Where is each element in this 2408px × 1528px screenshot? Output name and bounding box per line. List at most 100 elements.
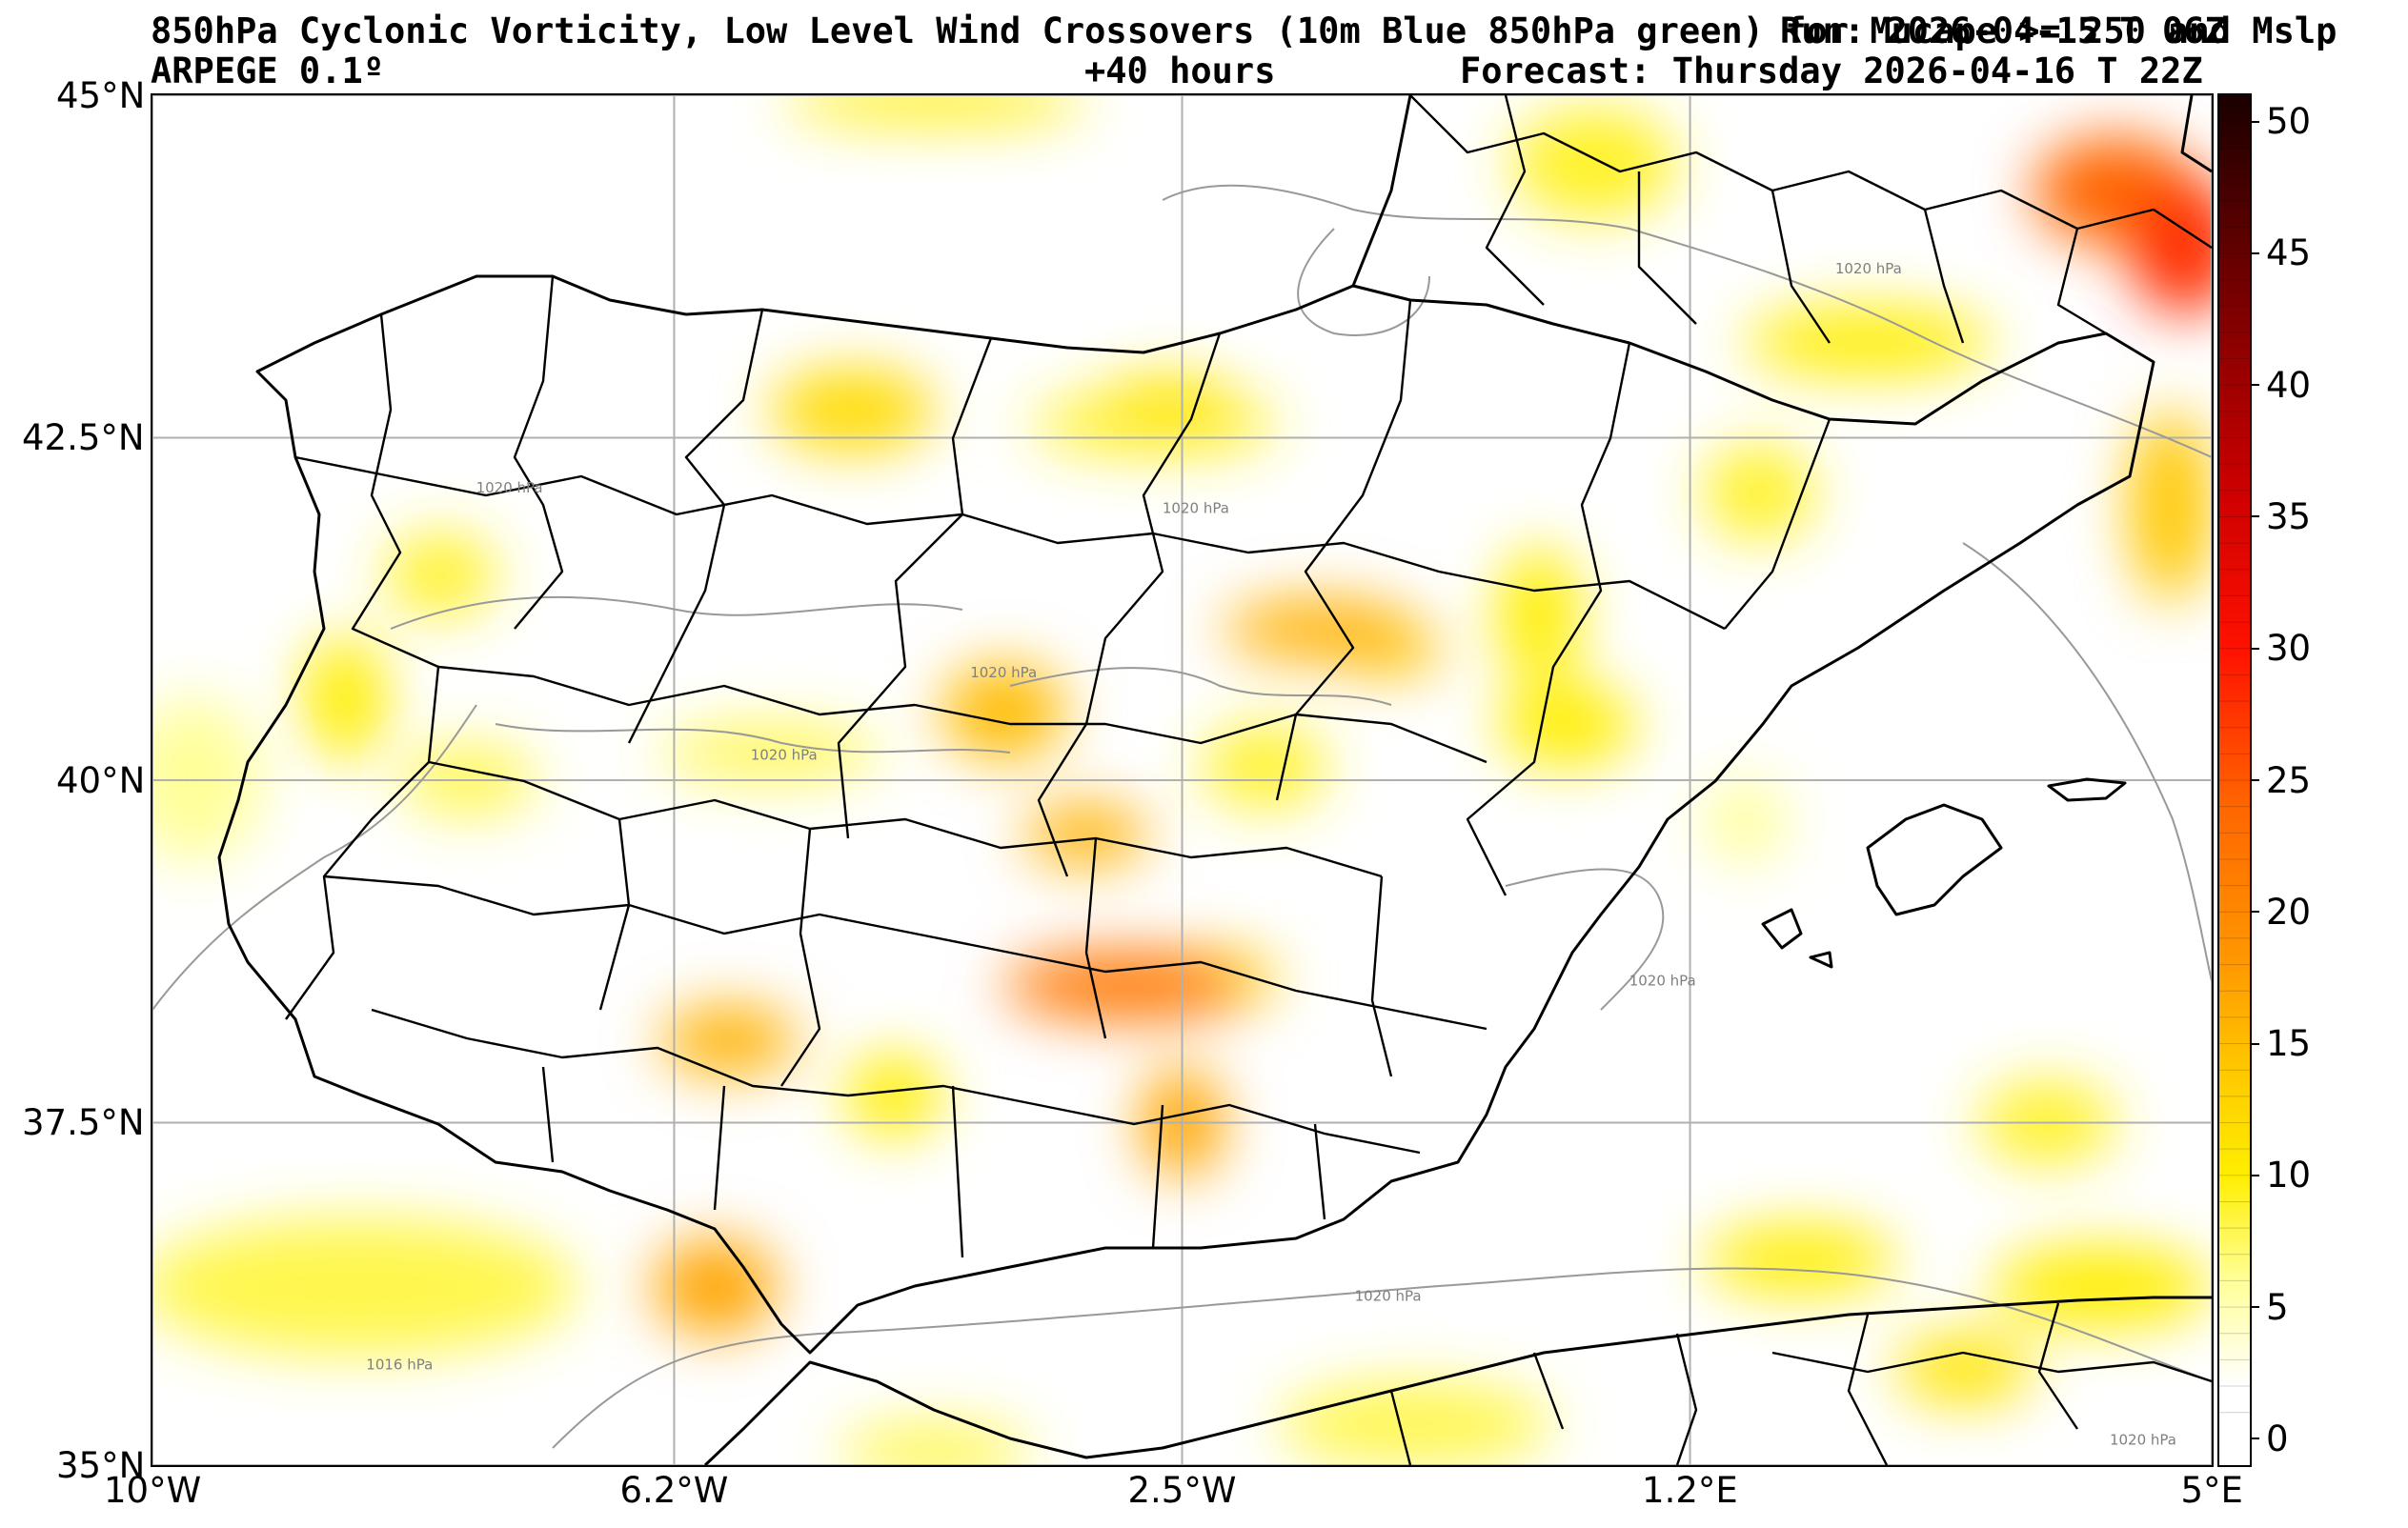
isobar-line	[1297, 228, 1430, 336]
vorticity-blob	[1278, 1382, 1553, 1465]
colorbar-tick-mark	[2252, 120, 2259, 123]
graticule	[152, 95, 2212, 1465]
y-tick-label: 45°N	[56, 74, 146, 116]
colorbar-tick-mark	[2252, 251, 2259, 254]
formentera	[1809, 951, 1833, 969]
vorticity-blob	[941, 663, 1066, 760]
x-tick-label: 6.2°W	[619, 1470, 729, 1511]
x-tick-label: 1.2°E	[1642, 1470, 1738, 1511]
isobar-label: 1020 hPa	[970, 664, 1037, 681]
vorticity-blob	[1511, 109, 1677, 219]
map-canvas[interactable]: 1020 hPa 1020 hPa 1020 hPa 1020 hPa 1020 hPa…	[152, 95, 2212, 1465]
colorbar-tick-mark	[2252, 1438, 2259, 1440]
colorbar-tick-mark	[2252, 515, 2259, 518]
isobar-line	[1505, 868, 1665, 1011]
colorbar-tick-label: 40	[2266, 364, 2312, 406]
y-tick-label: 42.5°N	[22, 417, 145, 458]
vorticity-blob	[385, 533, 496, 616]
colorbar-tick-mark	[2252, 647, 2259, 650]
run-label: Run: 2026-04-15 T 06Z	[1780, 10, 2226, 51]
ibiza	[1761, 908, 1803, 950]
isobar-label: 1020 hPa	[1835, 260, 1902, 277]
france-coastline	[1351, 95, 1412, 287]
y-tick-label: 37.5°N	[22, 1102, 145, 1143]
x-tick-label: 10°W	[104, 1470, 202, 1511]
colorbar-tick-label: 5	[2266, 1286, 2289, 1328]
isobar-line	[152, 704, 477, 1011]
vorticity-blob	[1003, 951, 1251, 1020]
vorticity-blob	[1497, 547, 1581, 685]
vorticity-blob	[783, 95, 1086, 123]
colorbar-tick-label: 15	[2266, 1023, 2312, 1065]
vorticity-blob	[1497, 684, 1635, 767]
isobar-line	[552, 1267, 2212, 1449]
colorbar-tick-mark	[2252, 1174, 2259, 1176]
y-tick-label: 40°N	[56, 759, 146, 801]
isobar-labels: 1020 hPa 1020 hPa 1020 hPa 1020 hPa 1020 hPa…	[366, 260, 2176, 1448]
mallorca	[1866, 803, 2003, 916]
colorbar-tick-label: 50	[2266, 101, 2312, 143]
vorticity-blob	[152, 1218, 578, 1356]
isobar-label: 1020 hPa	[2110, 1431, 2176, 1448]
vorticity-blob	[1100, 375, 1238, 432]
colorbar-level-lines	[2219, 121, 2250, 1414]
vorticity-blob	[2129, 177, 2212, 315]
isobar-label: 1020 hPa	[1163, 500, 1229, 517]
colorbar	[2217, 93, 2252, 1467]
colorbar-tick-mark	[2252, 911, 2259, 914]
colorbar-tick-mark	[2252, 1306, 2259, 1309]
vorticity-blob	[1992, 1245, 2212, 1329]
vorticity-blob	[839, 1423, 1031, 1465]
colorbar-tick-mark	[2252, 779, 2259, 781]
isobar-label: 1020 hPa	[1355, 1287, 1422, 1304]
isobar-line	[1962, 542, 2212, 982]
menorca	[2047, 777, 2127, 802]
colorbar-tick-label: 25	[2266, 759, 2312, 801]
regional-borders	[285, 95, 2212, 1465]
vorticity-field	[152, 95, 2212, 1465]
isobar-line	[1009, 667, 1392, 706]
colorbar-gradient	[2219, 95, 2250, 1465]
isobar-label: 1020 hPa	[476, 479, 543, 496]
colorbar-tick-label: 0	[2266, 1417, 2289, 1459]
colorbar-tick-mark	[2252, 1042, 2259, 1045]
map-panel[interactable]: 1020 hPa 1020 hPa 1020 hPa 1020 hPa 1020 hPa…	[151, 93, 2214, 1467]
vorticity-blob	[303, 636, 386, 760]
colorbar-tick-label: 30	[2266, 628, 2312, 670]
vorticity-blob	[660, 1006, 799, 1076]
colorbar-tick-label: 35	[2266, 495, 2312, 537]
vorticity-blob	[770, 369, 936, 452]
vorticity-blob	[1703, 444, 1814, 541]
colorbar-fill	[2219, 95, 2250, 1465]
vorticity-blob	[1023, 804, 1148, 866]
isobar-label: 1016 hPa	[366, 1356, 433, 1373]
chart-title: 850hPa Cyclonic Vorticity, Low Level Win…	[151, 10, 2337, 51]
colorbar-tick-label: 45	[2266, 232, 2312, 274]
isobar-line	[1162, 184, 2212, 458]
isobar-lines	[152, 184, 2212, 1449]
isobar-line	[390, 595, 963, 630]
corsica-sardinia-edge	[2180, 95, 2212, 173]
colorbar-tick-label: 10	[2266, 1155, 2312, 1196]
x-tick-label: 5°E	[2180, 1470, 2243, 1511]
x-tick-label: 2.5°W	[1127, 1470, 1237, 1511]
forecast-label: Forecast: Thursday 2026-04-16 T 22Z	[1460, 50, 2203, 91]
vorticity-blob	[1703, 780, 1787, 863]
iberia-coastline	[217, 274, 2155, 1355]
vorticity-blob	[1745, 307, 1993, 376]
vorticity-blob	[653, 1238, 778, 1336]
vorticity-blob	[660, 725, 880, 780]
y-tick-label: 35°N	[56, 1444, 146, 1486]
vorticity-blob	[1203, 725, 1326, 808]
lead-time-label: +40 hours	[1084, 50, 1276, 91]
vorticity-blob	[1895, 1335, 2034, 1404]
model-label: ARPEGE 0.1º	[151, 50, 385, 91]
colorbar-tick-label: 20	[2266, 891, 2312, 933]
colorbar-tick-mark	[2252, 384, 2259, 387]
isobar-line	[495, 723, 1011, 754]
vorticity-blob	[845, 1054, 942, 1136]
isobar-label: 1020 hPa	[1629, 973, 1696, 990]
vorticity-blob	[1703, 1225, 1896, 1295]
vorticity-blob	[2129, 410, 2212, 603]
vorticity-blob	[1223, 599, 1416, 660]
